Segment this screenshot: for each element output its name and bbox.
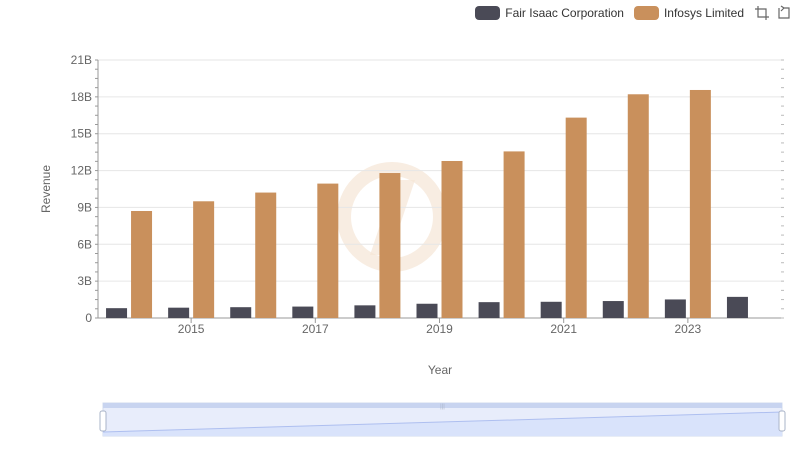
y-tick-label: 3B <box>77 274 92 288</box>
datazoom-line <box>102 411 783 433</box>
bar-infosys <box>379 173 401 318</box>
bar-fair-isaac <box>478 302 500 318</box>
bar-infosys <box>255 192 277 318</box>
datazoom-top-bar <box>103 403 782 408</box>
bar-fair-isaac <box>168 307 190 318</box>
bar-fair-isaac <box>664 299 686 318</box>
legend: Fair Isaac Corporation Infosys Limited <box>475 4 800 22</box>
x-axis: 2015 2017 2019 2021 2023 <box>98 317 781 336</box>
bar-fair-isaac <box>416 303 438 318</box>
x-tick-label: 2023 <box>675 322 702 336</box>
x-tick-label: 2015 <box>178 322 205 336</box>
bar-fair-isaac <box>354 305 376 318</box>
y-tick-label: 18B <box>71 90 92 104</box>
bar-fair-isaac <box>726 296 748 318</box>
bar-infosys <box>627 94 649 318</box>
legend-swatch-fair-isaac <box>475 6 501 20</box>
x-axis-label: Year <box>428 363 452 377</box>
bar-fair-isaac <box>602 301 624 318</box>
y-tick-label: 15B <box>71 127 92 141</box>
y-tick-label: 0 <box>85 311 92 325</box>
datazoom-handle-right[interactable] <box>778 410 786 432</box>
bar-infosys <box>131 210 153 318</box>
y-tick-label: 12B <box>71 164 92 178</box>
bar-fair-isaac <box>230 307 252 318</box>
legend-label-infosys: Infosys Limited <box>663 6 744 20</box>
datazoom-area <box>103 412 782 436</box>
x-tick-label: 2021 <box>550 322 577 336</box>
y-axis: 0 3B 6B 9B 12B 15B 18B 21B <box>71 53 784 325</box>
datazoom-handle-left[interactable] <box>99 410 107 432</box>
crop-zoom-icon[interactable] <box>754 5 770 21</box>
legend-item-fair-isaac[interactable]: Fair Isaac Corporation <box>475 6 624 20</box>
legend-swatch-infosys <box>633 6 659 20</box>
y-tick-label: 21B <box>71 53 92 67</box>
datazoom-grip: ||| <box>440 404 445 410</box>
restore-icon[interactable] <box>776 5 792 21</box>
bar-fair-isaac <box>540 301 562 318</box>
x-tick-label: 2017 <box>302 322 329 336</box>
datazoom-slider[interactable]: ||| <box>99 402 786 437</box>
x-tick-label: 2019 <box>426 322 453 336</box>
bar-fair-isaac <box>106 308 128 318</box>
bars <box>106 89 748 319</box>
toolbox <box>754 5 792 21</box>
bar-infosys <box>565 117 587 319</box>
legend-label-fair-isaac: Fair Isaac Corporation <box>505 6 624 20</box>
bar-infosys <box>689 89 711 318</box>
y-tick-label: 9B <box>77 200 92 214</box>
bar-infosys <box>317 183 339 318</box>
bar-fair-isaac <box>292 306 314 318</box>
y-tick-label: 6B <box>77 237 92 251</box>
bar-infosys <box>193 201 215 318</box>
y-axis-label: Revenue <box>39 165 53 213</box>
bar-infosys <box>503 151 525 318</box>
bar-infosys <box>441 160 463 318</box>
legend-item-infosys[interactable]: Infosys Limited <box>633 6 744 20</box>
